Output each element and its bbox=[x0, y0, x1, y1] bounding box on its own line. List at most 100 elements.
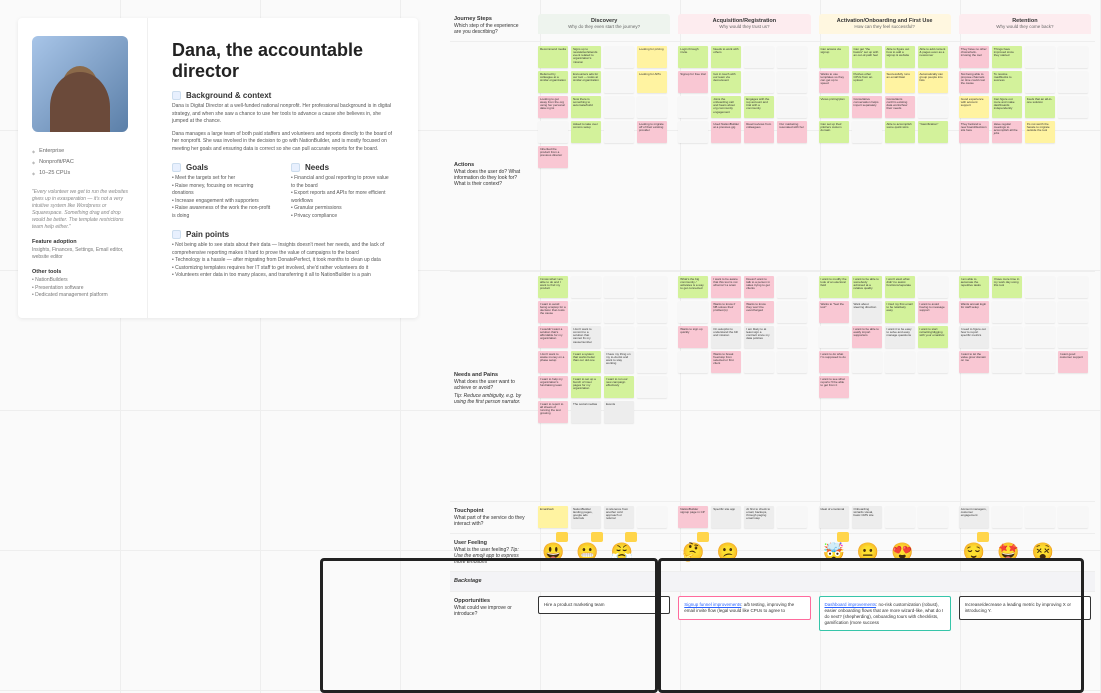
sticky-note[interactable]: Can figure out more and make dashboards … bbox=[992, 96, 1022, 118]
sticky-note[interactable]: I wouldn't want a solution that's afford… bbox=[538, 326, 568, 348]
opportunity-card[interactable]: Dashboard improvements: no-risk customiz… bbox=[819, 596, 951, 631]
sticky-note[interactable] bbox=[1025, 71, 1055, 93]
sticky-note[interactable] bbox=[1025, 506, 1055, 528]
feeling-cell[interactable]: 😌🤩😵 bbox=[955, 534, 1095, 571]
sticky-note[interactable] bbox=[992, 301, 1022, 323]
emoji-icon[interactable]: 😃 bbox=[542, 542, 564, 563]
sticky-note[interactable]: I don't want to waste money on a phase s… bbox=[538, 351, 568, 373]
sticky-note[interactable] bbox=[1025, 301, 1055, 323]
journey-cell[interactable]: NationBuilder signup page in CPSpecific … bbox=[674, 502, 814, 533]
sticky-note[interactable]: Wants to know they won't be overcharged bbox=[744, 301, 774, 323]
sticky-note[interactable] bbox=[777, 96, 807, 118]
sticky-note[interactable]: I won't elect what didn't to assist func… bbox=[885, 276, 915, 298]
sticky-note[interactable]: I have my thing on my to-do-list and wan… bbox=[604, 351, 634, 373]
sticky-note[interactable] bbox=[918, 351, 948, 373]
sticky-note[interactable]: I want good customer support bbox=[1058, 351, 1088, 373]
sticky-note[interactable] bbox=[744, 71, 774, 93]
sticky-note[interactable]: Things have improved since they started bbox=[992, 46, 1022, 68]
sticky-note[interactable]: They bet/and a new board/decision sits h… bbox=[959, 121, 989, 143]
sticky-note[interactable]: Asked to take over comms setup bbox=[571, 121, 601, 143]
opp-cell[interactable]: Hire a product marketing team bbox=[534, 592, 674, 635]
journey-cell[interactable]: I am able to automate the repetitive tas… bbox=[955, 272, 1095, 501]
sticky-note[interactable] bbox=[1058, 326, 1088, 348]
sticky-note[interactable]: I want a system that works better than o… bbox=[571, 351, 601, 373]
sticky-note[interactable]: What's the big community / activates is … bbox=[678, 276, 708, 298]
sticky-note[interactable]: Consultative conversation helps import s… bbox=[852, 96, 882, 118]
sticky-note[interactable]: Account managers, customer engagement bbox=[959, 506, 989, 528]
sticky-note[interactable] bbox=[604, 71, 634, 93]
sticky-note[interactable]: Wants to break free/stop from selected o… bbox=[711, 351, 741, 373]
sticky-note[interactable]: I want to be aware that this tool is not… bbox=[711, 276, 741, 298]
sticky-note[interactable]: Inherited the product from a previous di… bbox=[538, 146, 568, 168]
journey-cell[interactable]: Recommend mediaSigns up to newsletter/at… bbox=[534, 42, 674, 271]
sticky-note[interactable]: Have regular meetings to accomplish all … bbox=[992, 121, 1022, 143]
sticky-note[interactable]: At first to check to email, backups, thr… bbox=[744, 506, 774, 528]
sticky-note[interactable]: Views pricing/plan bbox=[819, 96, 849, 118]
journey-cell[interactable]: They have no other choice/lock-in/using … bbox=[955, 42, 1095, 271]
sticky-note[interactable] bbox=[571, 301, 601, 323]
sticky-note[interactable]: I need to figure out how to report speci… bbox=[959, 326, 989, 348]
sticky-note[interactable] bbox=[852, 351, 882, 373]
sticky-note[interactable] bbox=[604, 276, 634, 298]
sticky-note[interactable] bbox=[637, 351, 667, 373]
sticky-note[interactable] bbox=[678, 96, 708, 118]
sticky-note[interactable] bbox=[571, 276, 601, 298]
sticky-note[interactable]: Looking to migrate off of their existing… bbox=[637, 121, 667, 143]
sticky-note[interactable]: I want it to be easy to solve and easy m… bbox=[885, 326, 915, 348]
sticky-note[interactable]: I don't want to commit to a solution tha… bbox=[571, 326, 601, 348]
sticky-note[interactable]: Referred by colleague at a similar organ… bbox=[538, 71, 568, 93]
sticky-note[interactable]: Doesn't want to talk to a person in sale… bbox=[744, 276, 774, 298]
sticky-note[interactable]: I want to set up a bunch of inset pages … bbox=[571, 376, 601, 398]
sticky-note[interactable]: I want to avoid having to message suppor… bbox=[918, 301, 948, 323]
opp-cell[interactable]: Signup funnel improvements: a/b testing,… bbox=[674, 592, 814, 635]
sticky-note[interactable]: I know what I am able to do and I want t… bbox=[538, 276, 568, 298]
sticky-note[interactable]: Successfully runs an email blast bbox=[885, 71, 915, 93]
sticky-note[interactable]: Wants to know if NB solves their problem… bbox=[711, 301, 741, 323]
sticky-note[interactable] bbox=[1025, 351, 1055, 373]
sticky-note[interactable] bbox=[744, 46, 774, 68]
opp-cell[interactable]: Dashboard improvements: no-risk customiz… bbox=[815, 592, 955, 635]
sticky-note[interactable]: Engages with the rep account and trial w… bbox=[744, 96, 774, 118]
sticky-note[interactable]: To resolve roadblocks to success bbox=[992, 71, 1022, 93]
sticky-note[interactable]: A reference from another cold approach o… bbox=[604, 506, 634, 528]
opportunity-card[interactable]: Signup funnel improvements: a/b testing,… bbox=[678, 596, 810, 620]
persona-card[interactable]: Enterprise Nonprofit/PAC 10–25 CPUs "Eve… bbox=[18, 18, 418, 318]
sticky-note[interactable]: "Gamification" bbox=[918, 121, 948, 143]
sticky-note[interactable]: Feels that an all-in-one solution bbox=[1025, 96, 1055, 118]
sticky-note[interactable]: Looking for pricing bbox=[637, 46, 667, 68]
emoji-icon[interactable]: 😕 bbox=[717, 542, 739, 563]
sticky-note[interactable] bbox=[604, 301, 634, 323]
journey-cell[interactable]: I want to modify the look of an electora… bbox=[815, 272, 955, 501]
feeling-cell[interactable]: 🤔😕 bbox=[674, 534, 814, 571]
sticky-note[interactable]: I want to report to all sheets of runnin… bbox=[538, 401, 568, 423]
sticky-note[interactable]: Encounters ads for our tool — looks at s… bbox=[571, 71, 601, 93]
sticky-note[interactable]: NationBuilder signup page in CP bbox=[678, 506, 708, 528]
journey-cell[interactable]: I know what I am able to do and I want t… bbox=[534, 272, 674, 501]
sticky-note[interactable]: I want to see what reports I'll be able … bbox=[819, 376, 849, 398]
sticky-note[interactable]: Wants to use templates so they can get u… bbox=[819, 71, 849, 93]
sticky-note[interactable] bbox=[637, 276, 667, 298]
sticky-note[interactable] bbox=[918, 506, 948, 528]
sticky-note[interactable]: On autopilot to understand the bill and … bbox=[711, 326, 741, 348]
sticky-note[interactable]: Signs up to newsletter/attends event rel… bbox=[571, 46, 601, 68]
emoji-icon[interactable]: 😤 bbox=[611, 542, 633, 563]
feeling-cell[interactable]: 😃😬😤 bbox=[534, 534, 674, 571]
sticky-note[interactable]: I am likely to at least sign a contract … bbox=[744, 326, 774, 348]
sticky-note[interactable] bbox=[777, 506, 807, 528]
sticky-note[interactable]: Email/web bbox=[538, 506, 568, 528]
sticky-note[interactable]: It's not worth the hassle to migrate out… bbox=[1025, 121, 1055, 143]
sticky-note[interactable] bbox=[852, 121, 882, 143]
sticky-note[interactable]: The social medias bbox=[571, 401, 601, 423]
journey-cell[interactable]: Login through inviteNeeds to work with o… bbox=[674, 42, 814, 271]
emoji-icon[interactable]: 😌 bbox=[963, 542, 985, 563]
sticky-note[interactable]: Onboarding wizards visual, basic CMS sit… bbox=[852, 506, 882, 528]
journey-cell[interactable]: Can access via signupCan get "the basics… bbox=[815, 42, 955, 271]
sticky-note[interactable]: I want to let the value grow domain on m… bbox=[959, 351, 989, 373]
sticky-note[interactable]: Able to figure out how to add a signup &… bbox=[885, 46, 915, 68]
sticky-note[interactable]: Can access via signup bbox=[819, 46, 849, 68]
emoji-icon[interactable]: 😐 bbox=[857, 542, 879, 563]
sticky-note[interactable] bbox=[992, 506, 1022, 528]
sticky-note[interactable]: Wants to sign up quickly bbox=[678, 326, 708, 348]
sticky-note[interactable] bbox=[678, 301, 708, 323]
sticky-note[interactable]: NationBuilder landing pages, google ads … bbox=[571, 506, 601, 528]
